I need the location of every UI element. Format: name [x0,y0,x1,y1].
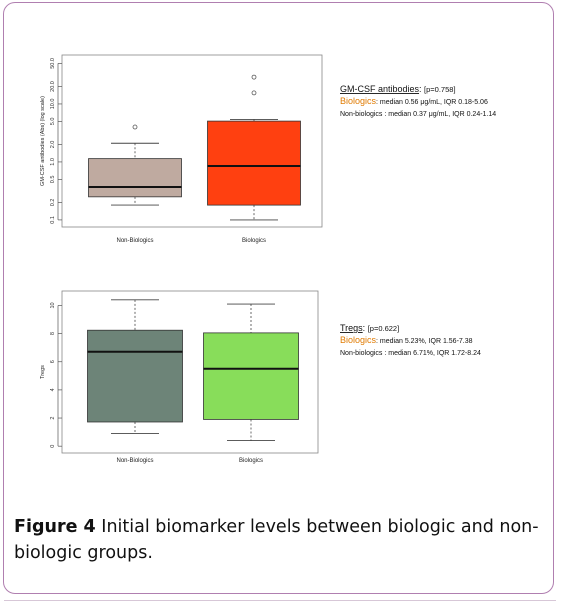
gmcsf-y-tick-label: 2.0 [50,141,56,149]
tregs-y-tick-label: 6 [50,360,56,363]
gmcsf-biologics-box [207,120,301,206]
tregs-annotation-biologics-label: Biologics [340,335,377,345]
figure-label: Figure 4 [14,517,96,537]
tregs-y-tick-label: 2 [50,417,56,420]
gmcsf-y-tick-label: 50.0 [50,58,56,69]
tregs-annotation-biologics: Biologics: median 5.23%, IQR 1.56-7.38 [340,335,473,345]
gmcsf-y-label: GM-CSF antibodies (Abs) (log scale) [40,96,46,186]
gmcsf-annotation-biologics-label: Biologics [340,96,377,106]
tregs-non-biologics-box [87,329,183,423]
gmcsf-y-tick-label: 10.0 [50,99,56,110]
tregs-annotation-title: Tregs: [p=0.622] [340,323,399,333]
page-divider [4,600,556,601]
gmcsf-non-biologics-outlier [132,124,138,130]
tregs-plot-frame [61,290,319,454]
tregs-annotation-non-biologics: Non-biologics : median 6.71%, IQR 1.72-8… [340,350,481,357]
gmcsf-x-label-non-biologics: Non-Biologics [116,238,153,244]
tregs-biologics-box [203,332,299,420]
gmcsf-annotation-biologics: Biologics: median 0.56 μg/mL, IQR 0.18-5… [340,96,488,106]
figure-frame [3,2,554,594]
tregs-y-label: Tregs [40,365,46,379]
gmcsf-annotation-title: GM-CSF antibodies: [p=0.758] [340,84,456,94]
tregs-x-label-biologics: Biologics [239,458,263,464]
tregs-annotation-pvalue: [p=0.622] [368,324,400,333]
gmcsf-annotation-colon: : [419,84,424,94]
gmcsf-y-tick-label: 20.0 [50,81,56,92]
gmcsf-plot-frame [61,54,323,228]
tregs-annotation-biologics-stats: : median 5.23%, IQR 1.56-7.38 [376,338,473,345]
tregs-x-label-non-biologics: Non-Biologics [116,458,153,464]
tregs-y-tick-label: 0 [50,445,56,448]
tregs-y-tick-label: 8 [50,332,56,335]
gmcsf-y-tick-label: 1.0 [50,158,56,166]
gmcsf-biologics-outlier [251,74,257,80]
figure-caption-text: Initial biomarker levels between biologi… [14,517,539,563]
gmcsf-annotation-non-biologics: Non-biologics : median 0.37 μg/mL, IQR 0… [340,111,496,118]
tregs-annotation-title-text: Tregs [340,323,363,333]
gmcsf-annotation-biologics-stats: : median 0.56 μg/mL, IQR 0.18-5.06 [376,99,488,106]
gmcsf-y-tick-label: 0.2 [50,199,56,207]
gmcsf-biologics-outlier [251,90,257,96]
tregs-y-tick-label: 10 [50,302,56,308]
gmcsf-annotation-title-text: GM-CSF antibodies [340,84,420,94]
gmcsf-y-tick-label: 0.1 [50,216,56,224]
gmcsf-x-label-biologics: Biologics [242,238,266,244]
tregs-annotation-colon: : [363,323,368,333]
gmcsf-annotation-pvalue: [p=0.758] [424,85,456,94]
gmcsf-y-tick-label: 0.5 [50,176,56,184]
tregs-y-tick-label: 4 [50,388,56,391]
figure-caption: Figure 4 Initial biomarker levels betwee… [14,514,544,566]
gmcsf-non-biologics-box [88,158,182,198]
gmcsf-y-tick-label: 5.0 [50,118,56,126]
